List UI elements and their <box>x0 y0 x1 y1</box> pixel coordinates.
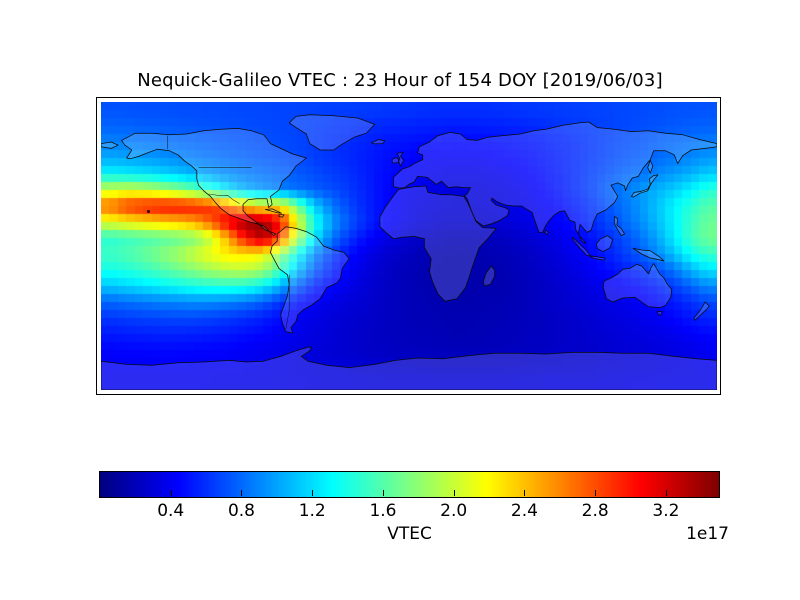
colorbar-gradient-canvas <box>100 472 719 497</box>
map-axes <box>96 97 721 395</box>
colorbar <box>99 471 720 498</box>
vtec-heatmap-canvas <box>101 102 717 390</box>
colorbar-offset-label: 1e17 <box>686 524 729 544</box>
colorbar-tick-label: 0.8 <box>227 501 256 521</box>
colorbar-tick-label: 2.4 <box>510 501 538 521</box>
plot-title: Nequick-Galileo VTEC : 23 Hour of 154 DO… <box>137 70 663 91</box>
data-point-marker <box>147 209 151 213</box>
colorbar-tick-label: 1.2 <box>298 501 326 521</box>
colorbar-tick-label: 2.0 <box>440 501 468 521</box>
colorbar-tick-label: 0.4 <box>157 501 185 521</box>
colorbar-axis-label: VTEC <box>387 524 432 544</box>
colorbar-tick-label: 1.6 <box>369 501 397 521</box>
colorbar-tick-label: 3.2 <box>652 501 680 521</box>
colorbar-tick-label: 2.8 <box>581 501 609 521</box>
